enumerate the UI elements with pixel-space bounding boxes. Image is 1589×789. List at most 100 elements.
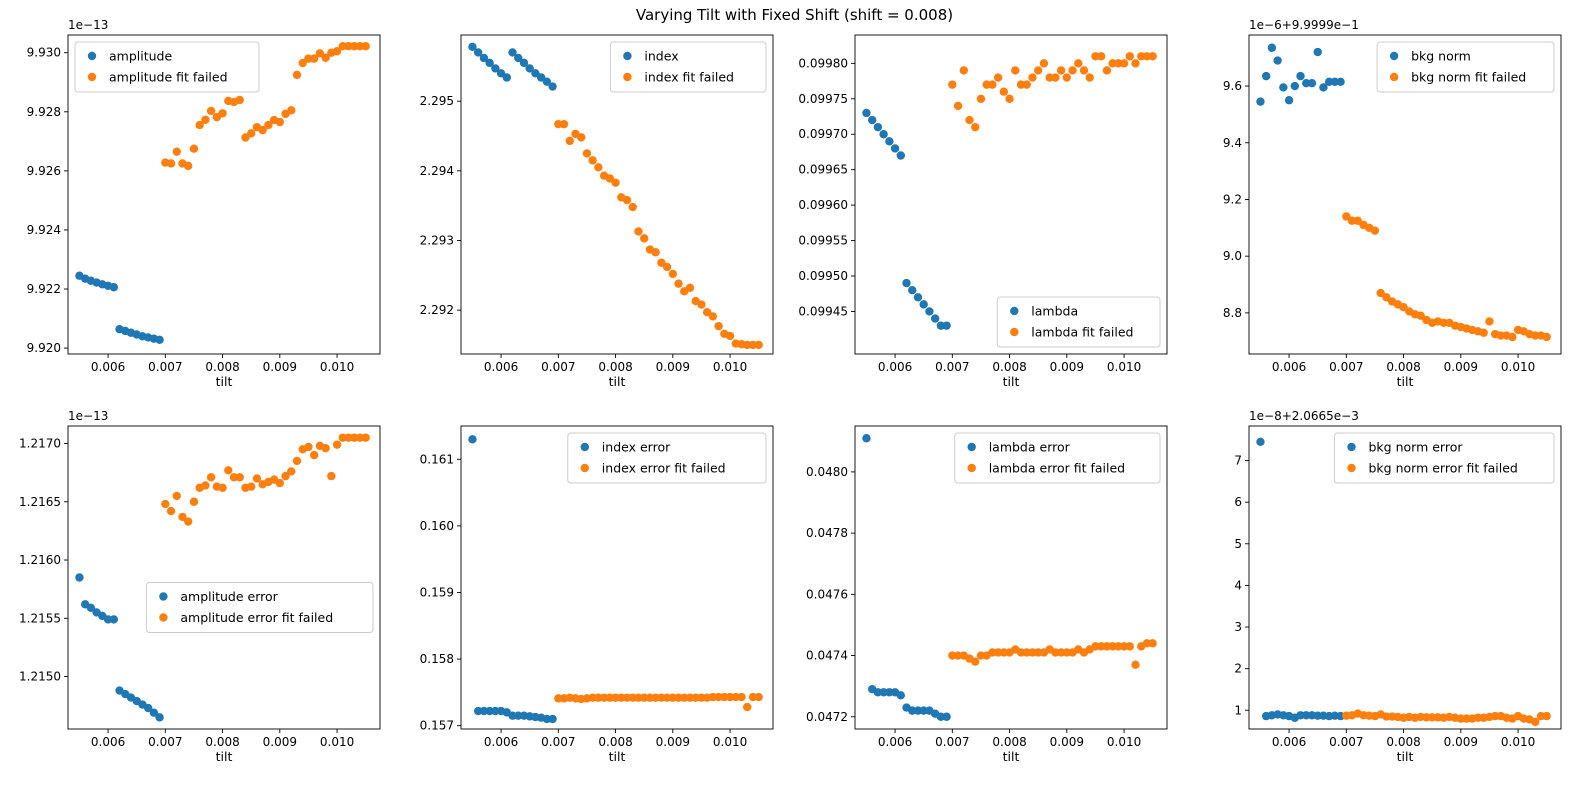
data-point-fit-failed: [172, 147, 181, 156]
data-point-fit-failed: [206, 473, 216, 482]
y-tick-label: 2: [1234, 662, 1242, 676]
legend-box: [609, 41, 767, 93]
data-point: [548, 714, 557, 724]
axes-frame: [1248, 34, 1562, 355]
legend-entry-label: index fit failed: [644, 70, 734, 85]
y-tick-label: 0.09950: [798, 269, 848, 283]
data-point-fit-failed: [971, 122, 980, 132]
data-point-fit-failed: [668, 269, 678, 279]
data-point-fit-failed: [697, 300, 706, 309]
data-point-fit-failed: [1028, 73, 1037, 82]
x-tick-label: 0.009: [1050, 735, 1084, 749]
data-point-fit-failed: [218, 109, 227, 118]
x-tick-label: 0.008: [205, 735, 239, 749]
x-tick-label: 0.007: [148, 735, 182, 749]
y-tick-label: 7: [1234, 454, 1242, 468]
y-tick-label: 9.928: [27, 105, 61, 119]
x-tick-label: 0.006: [1272, 360, 1306, 374]
data-point-fit-failed: [224, 466, 233, 475]
y-tick-label: 9.926: [27, 164, 61, 178]
data-point: [1261, 71, 1271, 81]
data-point-fit-failed: [662, 262, 672, 272]
data-point: [879, 130, 888, 139]
x-axis-label: tilt: [216, 749, 233, 764]
x-tick-label: 0.008: [1386, 360, 1420, 374]
data-point: [542, 77, 552, 86]
data-point-fit-failed: [594, 163, 603, 172]
data-point-fit-failed: [976, 94, 986, 104]
legend-marker: [1347, 463, 1356, 473]
x-tick-label: 0.007: [1329, 735, 1363, 749]
legend-entry-label: amplitude error fit failed: [180, 610, 333, 625]
data-point-fit-failed: [743, 702, 752, 712]
data-point-fit-failed: [737, 692, 746, 702]
legend-marker: [1010, 327, 1019, 337]
y-tick-label: 0.0480: [806, 465, 848, 479]
data-point: [1256, 437, 1265, 447]
legend-box: [1376, 41, 1555, 93]
data-point: [479, 53, 489, 63]
legend-box: [954, 432, 1161, 484]
legend-entry-label: bkg norm: [1411, 49, 1471, 64]
legend-marker: [159, 613, 168, 622]
data-point-fit-failed: [1039, 59, 1049, 68]
x-tick-label: 0.010: [1107, 735, 1141, 749]
y-tick-label: 9.922: [27, 282, 61, 296]
data-point-fit-failed: [577, 133, 586, 142]
data-point-fit-failed: [1119, 59, 1129, 68]
y-tick-label: 6: [1234, 495, 1242, 509]
data-point-fit-failed: [287, 467, 296, 476]
legend-entry-label: bkg norm fit failed: [1411, 70, 1526, 85]
data-point-fit-failed: [184, 517, 193, 526]
x-tick-label: 0.009: [1050, 360, 1084, 374]
y-tick-label: 0.09955: [798, 234, 848, 248]
data-point-fit-failed: [1508, 332, 1517, 342]
y-tick-label: 8.8: [1223, 306, 1242, 320]
data-point-fit-failed: [628, 202, 637, 212]
legend-marker: [580, 442, 589, 452]
y-tick-label: 5: [1234, 537, 1242, 551]
y-tick-label: 0.0472: [806, 710, 848, 724]
data-point-fit-failed: [1531, 717, 1540, 727]
data-point-fit-failed: [1096, 52, 1106, 61]
data-point: [902, 278, 911, 288]
legend-box: [74, 41, 260, 93]
x-axis-label: tilt: [1397, 374, 1414, 389]
data-point: [867, 115, 877, 125]
data-point-fit-failed: [184, 161, 193, 171]
data-point: [485, 58, 494, 68]
legend-box: [145, 582, 374, 633]
y-tick-label: 9.924: [27, 223, 61, 237]
y-tick-label: 1.2160: [19, 553, 61, 567]
legend-marker: [87, 72, 97, 82]
data-point-fit-failed: [321, 443, 330, 453]
data-point-fit-failed: [161, 499, 170, 509]
axis-offset-text: 1e−13: [68, 18, 108, 32]
x-tick-label: 0.007: [541, 735, 575, 749]
y-tick-label: 0.159: [420, 585, 454, 599]
subplot-amplitude-error: 0.006 0.007 0.008 0.009 0.010 1.2150 1.2155 1.2…: [19, 409, 381, 764]
data-point: [896, 151, 905, 160]
legend-entry-label: amplitude error: [180, 589, 278, 604]
data-point: [514, 53, 523, 63]
data-point-fit-failed: [754, 692, 763, 702]
legend: lambda lambda fit failed: [996, 296, 1161, 348]
data-point: [75, 573, 84, 582]
data-point: [109, 283, 118, 292]
x-tick-label: 0.008: [1386, 735, 1420, 749]
data-point-fit-failed: [252, 474, 262, 483]
data-point-fit-failed: [1370, 226, 1380, 235]
data-point: [502, 73, 511, 82]
x-tick-label: 0.007: [935, 735, 969, 749]
legend-box: [1334, 432, 1555, 484]
legend-entry-label: amplitude: [109, 49, 172, 64]
data-point-fit-failed: [988, 80, 997, 89]
data-point-fit-failed: [1376, 288, 1385, 298]
legend-entry-label: bkg norm error: [1369, 440, 1464, 455]
axes-frame: [67, 425, 381, 730]
data-point-fit-failed: [651, 248, 660, 257]
legend: index error index error fit failed: [567, 432, 767, 484]
subplot-bkg-norm-error: 0.006 0.007 0.008 0.009 0.010 1 2 3 4 5 6 7 tilt 1e−8…: [1234, 409, 1562, 764]
y-tick-label: 0.160: [420, 519, 454, 533]
x-tick-label: 0.007: [148, 360, 182, 374]
